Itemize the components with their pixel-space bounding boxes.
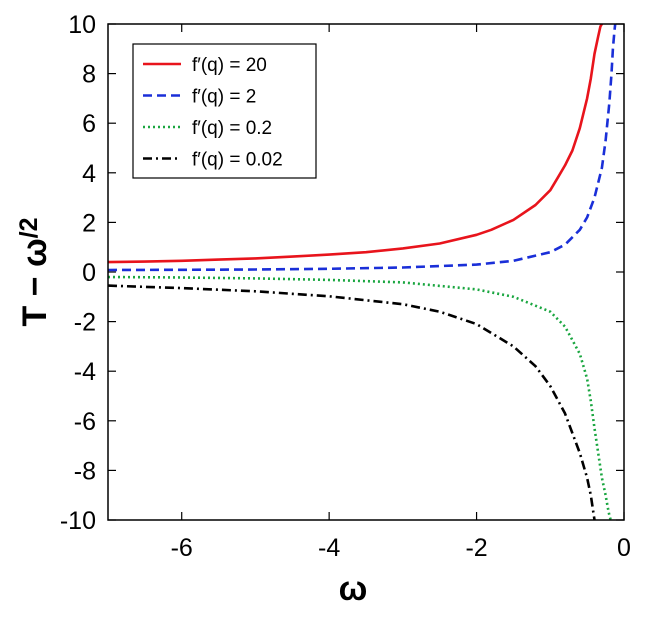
- series-line-2: [108, 275, 612, 520]
- y-tick-label: 6: [82, 110, 96, 138]
- x-tick-label: -2: [465, 534, 487, 562]
- x-axis-title: ω: [339, 570, 368, 608]
- legend-label-3: f′(q) = 0.02: [192, 150, 283, 171]
- series-line-1: [108, 24, 617, 272]
- legend-label-2: f′(q) = 0.2: [192, 118, 272, 139]
- y-axis-title-sub: /2: [15, 217, 43, 238]
- series-line-3: [108, 284, 596, 520]
- x-tick-label: 0: [617, 534, 631, 562]
- legend-box: [132, 43, 317, 179]
- y-tick-label: 10: [68, 11, 96, 39]
- x-tick-label: -4: [318, 534, 340, 562]
- x-tick-label: -6: [171, 534, 193, 562]
- series-layer: [108, 24, 617, 520]
- y-tick-label: 2: [82, 209, 96, 237]
- legend: f′(q) = 20 f′(q) = 2 f′(q) = 0.2 f′(q) = 0.…: [132, 43, 317, 179]
- y-tick-label: -4: [74, 358, 96, 386]
- y-tick-label: 0: [82, 259, 96, 287]
- y-axis-title: T − ω/2: [15, 217, 54, 326]
- legend-label-1: f′(q) = 2: [192, 87, 256, 108]
- y-tick-label: 4: [82, 160, 96, 188]
- y-tick-label: -6: [74, 408, 96, 436]
- y-tick-label: -2: [74, 309, 96, 337]
- ticks-layer: -6 -4 -2 0 -10 -8 -6 -4 -2 0 2 4 6 8 10: [60, 11, 631, 562]
- y-axis-title-main: T − ω: [16, 238, 54, 326]
- y-tick-label: -10: [60, 507, 96, 535]
- y-tick-label: 8: [82, 61, 96, 89]
- series-line-0: [108, 24, 604, 264]
- y-tick-label: -8: [74, 457, 96, 485]
- legend-label-0: f′(q) = 20: [192, 55, 267, 76]
- plot-frame: [107, 23, 625, 521]
